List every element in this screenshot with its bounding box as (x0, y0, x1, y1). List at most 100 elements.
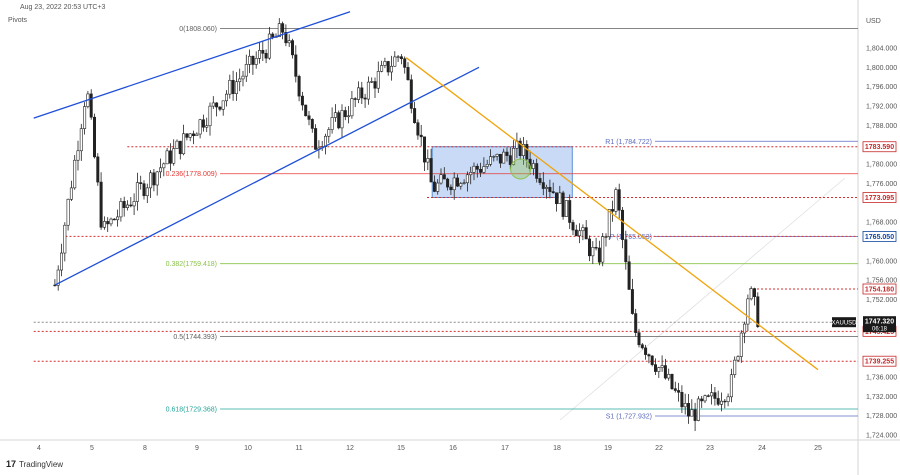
candle[interactable] (155, 171, 159, 186)
candle[interactable] (261, 50, 265, 54)
candle[interactable] (706, 395, 710, 397)
candle[interactable] (538, 178, 542, 183)
highlight-circle[interactable] (510, 158, 532, 180)
candle[interactable] (165, 150, 169, 165)
candle[interactable] (264, 53, 268, 59)
candle[interactable] (607, 209, 611, 237)
candle[interactable] (472, 165, 476, 173)
candle[interactable] (581, 227, 585, 232)
candle[interactable] (604, 236, 608, 238)
candle[interactable] (647, 354, 651, 357)
candle[interactable] (383, 61, 387, 66)
candle[interactable] (677, 390, 681, 393)
candle[interactable] (337, 112, 341, 129)
candle[interactable] (650, 355, 654, 365)
candle[interactable] (469, 172, 473, 176)
candle[interactable] (99, 181, 103, 228)
candle[interactable] (159, 167, 163, 173)
candle[interactable] (221, 100, 225, 110)
candle[interactable] (729, 374, 733, 398)
candle[interactable] (182, 133, 186, 155)
candle[interactable] (83, 106, 87, 129)
candle[interactable] (112, 218, 116, 221)
candle[interactable] (617, 189, 621, 211)
candle[interactable] (145, 187, 149, 197)
candle[interactable] (442, 174, 446, 180)
candle[interactable] (439, 174, 443, 184)
candle[interactable] (396, 56, 400, 58)
candle[interactable] (380, 65, 384, 72)
candle[interactable] (505, 151, 509, 156)
candle[interactable] (366, 81, 370, 100)
candle[interactable] (413, 108, 417, 123)
candle[interactable] (479, 169, 483, 173)
candle[interactable] (686, 403, 690, 417)
candle[interactable] (531, 163, 535, 169)
candle[interactable] (149, 172, 153, 189)
candle[interactable] (109, 218, 113, 225)
candle[interactable] (571, 222, 575, 231)
candle[interactable] (525, 144, 529, 160)
candle[interactable] (670, 373, 674, 390)
candle[interactable] (254, 58, 258, 65)
candle[interactable] (142, 183, 146, 197)
candle[interactable] (716, 398, 720, 405)
candle[interactable] (287, 40, 291, 44)
candle[interactable] (185, 133, 189, 138)
candle[interactable] (356, 87, 360, 100)
candle[interactable] (644, 347, 648, 355)
candle[interactable] (743, 323, 747, 334)
candle[interactable] (139, 182, 143, 184)
candle[interactable] (389, 65, 393, 73)
candle[interactable] (667, 373, 671, 379)
candle[interactable] (63, 224, 67, 254)
candle[interactable] (611, 209, 615, 212)
candle[interactable] (554, 192, 558, 204)
tradingview-logo[interactable]: 17 TradingView (6, 459, 63, 469)
candle[interactable] (518, 140, 522, 156)
candle[interactable] (459, 183, 463, 187)
candle[interactable] (132, 201, 136, 207)
candle[interactable] (749, 288, 753, 300)
candle[interactable] (485, 163, 489, 167)
candle[interactable] (578, 230, 582, 237)
candle[interactable] (102, 221, 106, 228)
candle[interactable] (399, 56, 403, 60)
candle[interactable] (663, 365, 667, 379)
candle[interactable] (584, 227, 588, 240)
candle[interactable] (432, 181, 436, 192)
candle[interactable] (710, 392, 714, 397)
candle[interactable] (482, 166, 486, 173)
candle[interactable] (300, 95, 304, 106)
candle[interactable] (350, 98, 354, 117)
candle[interactable] (353, 98, 357, 100)
candle[interactable] (416, 122, 420, 136)
candle[interactable] (376, 71, 380, 89)
candle[interactable] (492, 156, 496, 158)
candle[interactable] (551, 191, 555, 194)
candle[interactable] (116, 216, 120, 221)
candle[interactable] (752, 288, 756, 298)
candle[interactable] (634, 313, 638, 333)
candle[interactable] (419, 134, 423, 138)
candle[interactable] (360, 87, 364, 99)
candle[interactable] (488, 156, 492, 165)
candle[interactable] (703, 395, 707, 402)
candle[interactable] (726, 396, 730, 402)
candle[interactable] (248, 55, 252, 65)
candle[interactable] (693, 409, 697, 421)
candle[interactable] (597, 247, 601, 263)
candle[interactable] (436, 182, 440, 192)
candle[interactable] (178, 140, 182, 155)
candle[interactable] (297, 76, 301, 97)
candle[interactable] (281, 23, 285, 33)
candle[interactable] (314, 128, 318, 150)
candle[interactable] (429, 158, 433, 183)
candle[interactable] (330, 117, 334, 130)
candle[interactable] (106, 221, 110, 225)
candle[interactable] (475, 165, 479, 170)
candle[interactable] (683, 403, 687, 408)
candle[interactable] (373, 81, 377, 89)
candle[interactable] (347, 115, 351, 118)
